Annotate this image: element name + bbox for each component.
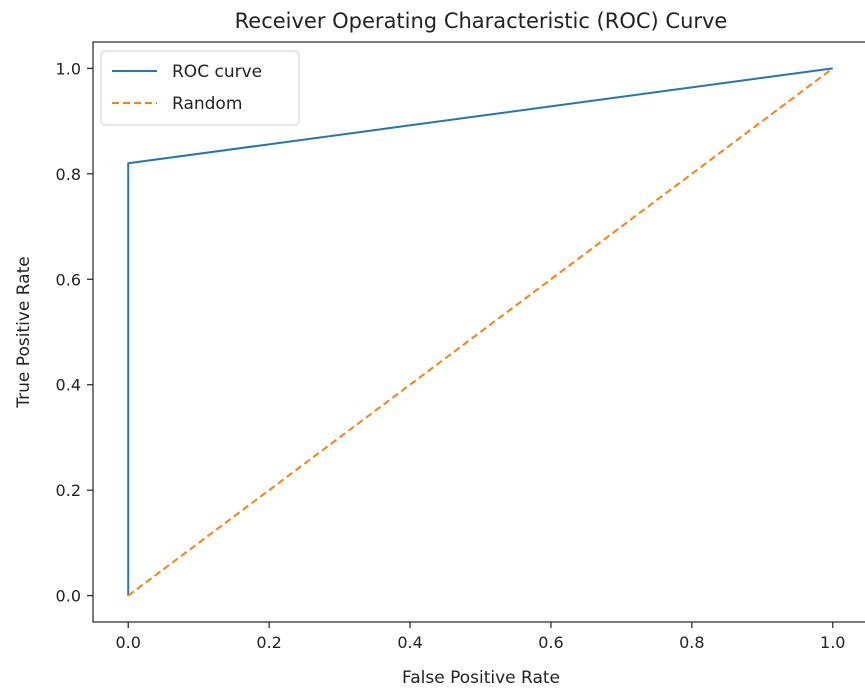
y-axis-ticks: 0.0 0.2 0.4 0.6 0.8 1.0 [56, 59, 93, 606]
legend-entry-random: Random [172, 94, 242, 114]
x-tick-label: 0.8 [679, 633, 704, 652]
y-tick-label: 0.0 [56, 587, 81, 606]
series-layer [127, 67, 834, 597]
series-line-roc-curve [127, 67, 833, 596]
plot-frame [92, 41, 865, 623]
legend-box [100, 50, 300, 126]
y-tick-label: 0.8 [56, 165, 81, 184]
x-tick-label: 0.4 [397, 633, 422, 652]
y-tick-label: 1.0 [56, 59, 81, 78]
y-tick-label: 0.2 [56, 481, 81, 500]
legend: ROC curve Random [100, 50, 300, 126]
x-axis-label: False Positive Rate [402, 668, 560, 688]
legend-entry-roc-curve: ROC curve [172, 62, 262, 82]
y-tick-label: 0.6 [56, 270, 81, 289]
y-tick-label: 0.4 [56, 376, 81, 395]
x-tick-label: 0.0 [116, 633, 141, 652]
x-tick-label: 0.6 [538, 633, 563, 652]
x-tick-label: 1.0 [820, 633, 845, 652]
x-axis-ticks: 0.0 0.2 0.4 0.6 0.8 1.0 [116, 622, 845, 652]
y-axis-label: True Positive Rate [14, 256, 34, 408]
x-tick-label: 0.2 [256, 633, 281, 652]
chart-title: Receiver Operating Characteristic (ROC) … [235, 9, 728, 33]
series-line-random [127, 67, 834, 597]
